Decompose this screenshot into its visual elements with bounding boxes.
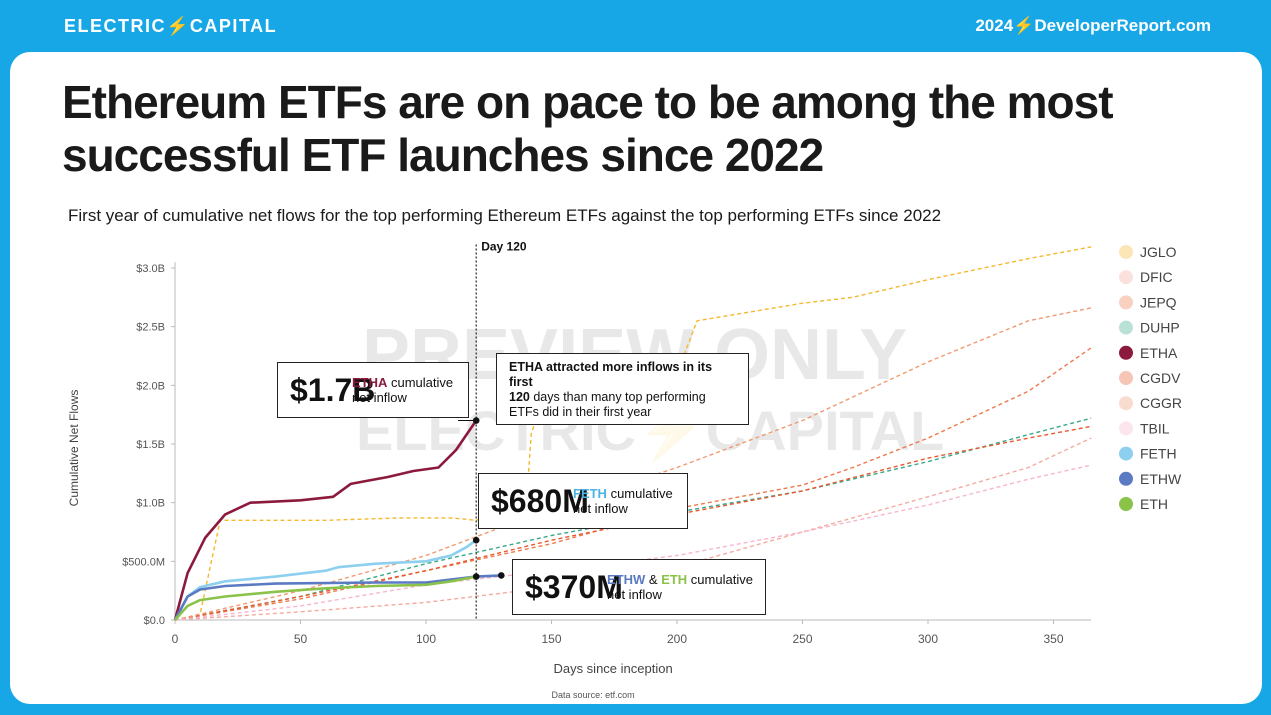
series-line-tbil <box>174 464 1092 621</box>
x-axis-title: Days since inception <box>553 661 672 676</box>
x-tick-label: 100 <box>416 632 436 646</box>
x-tick-label: 200 <box>667 632 687 646</box>
content-card: Ethereum ETFs are on pace to be among th… <box>10 52 1262 704</box>
legend-label-cgdv: CGDV <box>1140 370 1181 386</box>
marker-eth <box>472 573 480 580</box>
day-120-label: Day 120 <box>481 240 527 254</box>
legend-label-jglo: JGLO <box>1140 244 1177 260</box>
legend-swatch-dfic <box>1119 270 1133 285</box>
legend-label-tbil: TBIL <box>1140 420 1170 436</box>
ethw-text1: cumulative <box>687 572 753 587</box>
legend-label-eth: ETH <box>1140 496 1168 512</box>
legend-swatch-cggr <box>1119 396 1133 411</box>
x-tick-label: 350 <box>1043 632 1063 646</box>
y-tick-label: $1.0B <box>136 498 165 510</box>
callout-line3: ETFs did in their first year <box>509 405 652 419</box>
legend-swatch-etha <box>1119 345 1133 360</box>
series-line-feth <box>173 539 477 621</box>
legend-label-etha: ETHA <box>1140 345 1178 361</box>
legend-label-cggr: CGGR <box>1140 395 1182 411</box>
overlay-watermark-handle: @区块大喜哈 <box>1118 678 1238 700</box>
y-tick-label: $2.0B <box>136 380 165 392</box>
legend-swatch-jepq <box>1119 295 1133 310</box>
series-line-cggr <box>174 307 1092 621</box>
legend-swatch-eth <box>1119 497 1133 511</box>
legend-swatch-jglo <box>1119 245 1133 259</box>
etha-label: ETHA <box>352 375 388 390</box>
y-tick-label: $2.5B <box>136 322 165 334</box>
x-tick-label: 250 <box>792 632 812 646</box>
y-tick-label: $3.0B <box>136 263 165 275</box>
series-line-eth <box>174 575 477 621</box>
legend-swatch-tbil <box>1119 421 1133 436</box>
x-tick-label: 50 <box>294 632 308 646</box>
x-tick-label: 0 <box>172 632 179 646</box>
callout-line2: days than many top performing <box>529 390 706 404</box>
etha-value: $1.7B <box>290 371 376 408</box>
marker-feth <box>472 536 480 544</box>
overlay-watermark-cn: 老虎社区 <box>1118 629 1223 659</box>
ethw-label: ETHW <box>607 572 646 587</box>
y-tick-label: $0.0 <box>144 615 165 627</box>
eth-label: ETH <box>661 572 688 587</box>
y-tick-label: $500.0M <box>122 556 165 568</box>
feth-value: $680M <box>491 482 589 519</box>
chart-subtitle: First year of cumulative net flows for t… <box>68 206 942 225</box>
legend-swatch-ethw <box>1119 471 1133 486</box>
series-line-etha <box>173 419 478 621</box>
callout-bold: 120 <box>509 390 530 404</box>
marker-ethw <box>498 572 505 579</box>
legend-label-duhp: DUHP <box>1140 320 1180 336</box>
ethw-value: $370M <box>525 568 623 605</box>
y-axis-title: Cumulative Net Flows <box>67 390 81 507</box>
ethw-text2: net inflow <box>607 587 662 602</box>
legend-swatch-duhp <box>1119 320 1133 335</box>
data-source: Data source: etf.com <box>552 690 635 700</box>
etha-text1: cumulative <box>387 375 454 390</box>
ethw-annotation-text: ETHW & ETH cumulative net inflow <box>607 572 753 602</box>
legend-label-ethw: ETHW <box>1140 471 1182 487</box>
feth-text1: cumulative <box>606 486 673 501</box>
series-line-jepq <box>174 347 1092 621</box>
legend-label-jepq: JEPQ <box>1140 294 1177 310</box>
feth-annotation-text: FETH cumulative net inflow <box>573 486 673 516</box>
legend-swatch-feth <box>1119 446 1133 461</box>
page-title: Ethereum ETFs are on pace to be among th… <box>62 76 1114 181</box>
brand-logo: ELECTRIC⚡CAPITAL <box>64 16 278 36</box>
ethw-eth-annotation: $370M ETHW & ETH cumulative net inflow <box>512 559 766 615</box>
feth-text2: net inflow <box>573 501 628 516</box>
x-tick-label: 150 <box>541 632 561 646</box>
etha-annotation: $1.7B ETHA cumulative net inflow <box>277 362 469 418</box>
legend-label-dfic: DFIC <box>1140 269 1173 285</box>
etha-annotation-text: ETHA cumulative net inflow <box>352 375 453 405</box>
legend-label-feth: FETH <box>1140 446 1177 462</box>
amp-text: & <box>645 572 662 587</box>
etha-callout: ETHA attracted more inflows in its first… <box>496 353 749 425</box>
y-tick-label: $1.5B <box>136 439 165 451</box>
site-url[interactable]: 2024⚡DeveloperReport.com <box>975 16 1211 35</box>
legend-swatch-cgdv <box>1119 371 1133 385</box>
feth-label: FETH <box>573 486 607 501</box>
callout-line1: ETHA attracted more inflows in its first <box>509 360 713 389</box>
feth-annotation: $680M FETH cumulative net inflow <box>478 473 688 529</box>
etha-text2: net inflow <box>352 390 407 405</box>
x-tick-label: 300 <box>918 632 938 646</box>
